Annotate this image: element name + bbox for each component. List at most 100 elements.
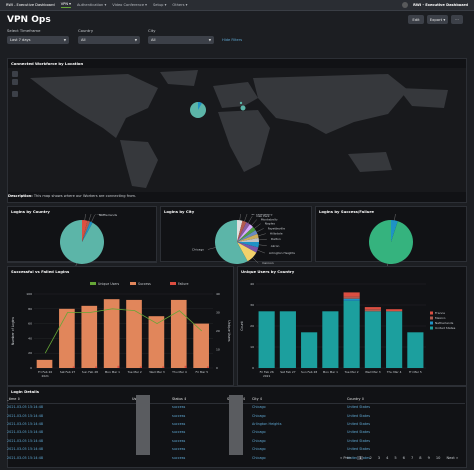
- table-cell[interactable]: United States: [347, 421, 370, 426]
- hide-filters-link[interactable]: Hide Filters: [222, 38, 243, 42]
- x-tick-year: 2021: [263, 374, 271, 378]
- country-select[interactable]: All ▼: [78, 36, 140, 44]
- x-tick: Fri Feb 26: [260, 370, 274, 374]
- page-link[interactable]: 9: [427, 456, 430, 460]
- table-cell[interactable]: 2021-03-05 15:14:48: [7, 405, 44, 410]
- map-description: Description: This map shows where our Wo…: [8, 194, 136, 198]
- page-link[interactable]: « Prev: [340, 456, 352, 460]
- table-cell[interactable]: 2021-03-05 15:14:48: [7, 413, 44, 418]
- app-icon: [402, 2, 409, 8]
- bar-success: [103, 299, 120, 368]
- pie-slice: [237, 230, 258, 242]
- table-cell[interactable]: United States: [347, 430, 370, 435]
- page-link[interactable]: 5: [394, 456, 397, 460]
- pie-slice: [215, 220, 248, 264]
- page-link[interactable]: Next »: [446, 456, 459, 460]
- table-cell[interactable]: Chicago: [252, 438, 266, 443]
- pie-label: St. Petersburg: [251, 214, 272, 216]
- table-cell[interactable]: Chicago: [252, 447, 266, 452]
- column-header[interactable]: Country ⇕: [347, 395, 465, 404]
- table-cell[interactable]: United States: [347, 413, 370, 418]
- page-link[interactable]: 4: [386, 456, 389, 460]
- table-cell[interactable]: United States: [347, 405, 370, 410]
- pie-title-city: Logins by City: [164, 209, 195, 214]
- table-cell[interactable]: Chicago: [252, 413, 266, 418]
- page-link[interactable]: 3: [377, 456, 381, 460]
- table-cell[interactable]: success: [172, 421, 186, 426]
- x-tick: Sun Feb 28: [301, 370, 317, 374]
- table-cell[interactable]: United States: [347, 438, 370, 443]
- table-row[interactable]: 2021-03-05 15:14:48 success Chicago United …: [7, 411, 465, 419]
- city-label: City: [148, 28, 156, 33]
- timeframe-select[interactable]: Last 7 days ▼: [7, 36, 69, 44]
- page-link[interactable]: 7: [410, 456, 414, 460]
- column-header[interactable]: City ⇕: [252, 395, 347, 404]
- x-tick: Wed Mar 3: [365, 370, 381, 374]
- table-row[interactable]: 2021-03-05 15:14:48 success Chicago United …: [7, 437, 465, 445]
- table-cell[interactable]: 2021-03-05 15:14:48: [7, 447, 44, 452]
- table-cell[interactable]: success: [172, 430, 186, 435]
- pie-leader: [84, 214, 86, 221]
- table-cell[interactable]: success: [172, 413, 186, 418]
- stacked-bar-segment: [364, 311, 381, 368]
- world-map[interactable]: [8, 68, 466, 192]
- page-link[interactable]: 8: [419, 456, 422, 460]
- x-tick: Sun Feb 28: [82, 370, 98, 374]
- table-row[interactable]: 2021-03-05 15:14:48 success Arlington Heig…: [7, 420, 465, 428]
- table-cell[interactable]: Chicago: [252, 405, 266, 410]
- table-row[interactable]: 2021-03-05 15:14:48 success Chicago United …: [7, 445, 465, 453]
- bar-success: [148, 316, 165, 368]
- edit-button[interactable]: Edit: [408, 15, 424, 24]
- legend-label: Mexico: [435, 316, 446, 320]
- logins-bar-chart[interactable]: Unique Users Success Failure Number of Logi…: [8, 276, 233, 386]
- nav-video-conference[interactable]: Video Conference ▾: [112, 3, 147, 7]
- map-marker-small[interactable]: [240, 105, 246, 111]
- column-header[interactable]: Status ⇕: [172, 395, 227, 404]
- map-layers-button[interactable]: [12, 91, 18, 97]
- nav-setup[interactable]: Setup ▾: [152, 3, 167, 7]
- stacked-bar-segment: [343, 298, 360, 301]
- app-name[interactable]: RWI - Executive Dashboard: [6, 3, 55, 7]
- bar-success: [126, 299, 142, 368]
- city-select[interactable]: All ▼: [148, 36, 214, 44]
- bar-success: [170, 299, 187, 368]
- pie-leader: [239, 214, 241, 221]
- nav-others[interactable]: Others ▾: [172, 3, 188, 7]
- more-button[interactable]: ···: [451, 15, 463, 24]
- table-cell[interactable]: Chicago: [252, 455, 266, 460]
- pie-slice: [82, 221, 93, 242]
- bar-success: [193, 323, 209, 368]
- page-link[interactable]: 6: [402, 456, 405, 460]
- page-link[interactable]: 2: [369, 456, 372, 460]
- zoom-in-button[interactable]: [12, 71, 18, 77]
- table-cell[interactable]: Arlington Heights: [252, 421, 282, 426]
- bar-title: Successful vs Failed Logins: [11, 269, 70, 274]
- table-cell[interactable]: 2021-03-05 15:14:48: [7, 430, 44, 435]
- nav-authentication[interactable]: Authentication ▾: [76, 3, 107, 7]
- pie-slice: [82, 220, 88, 242]
- table-row[interactable]: 2021-03-05 15:14:48 success Chicago United …: [7, 428, 465, 436]
- export-button[interactable]: Export ▾: [427, 15, 448, 24]
- table-row[interactable]: 2021-03-05 15:14:48 success Chicago United …: [7, 403, 465, 411]
- table-cell[interactable]: success: [172, 405, 186, 410]
- nav-vpn[interactable]: VPN ▾: [60, 2, 71, 8]
- table-cell[interactable]: success: [172, 438, 186, 443]
- table-cell[interactable]: 2021-03-05 15:14:48: [7, 455, 44, 460]
- table-cell[interactable]: 2021-03-05 15:14:48: [7, 421, 44, 426]
- page-link[interactable]: 10: [435, 456, 441, 460]
- x-tick: Mon Mar 1: [323, 370, 338, 374]
- table-cell[interactable]: 2021-03-05 15:14:48: [7, 438, 44, 443]
- table-cell[interactable]: United States: [347, 447, 370, 452]
- table-cell[interactable]: success: [172, 447, 186, 452]
- pie-slice: [237, 242, 259, 248]
- y-axis-label: Number of Logins: [11, 317, 15, 346]
- map-marker-tiny[interactable]: [239, 101, 243, 105]
- column-header[interactable]: _time ⇕: [7, 395, 132, 404]
- bar-failure: [117, 365, 120, 368]
- pagination: « Prev 1 2 3 4 5 6 7 8 9 10 Next »: [340, 456, 458, 460]
- table-cell[interactable]: Chicago: [252, 430, 266, 435]
- zoom-out-button[interactable]: [12, 79, 18, 85]
- table-cell[interactable]: success: [172, 455, 186, 460]
- page-link[interactable]: 1: [357, 456, 364, 460]
